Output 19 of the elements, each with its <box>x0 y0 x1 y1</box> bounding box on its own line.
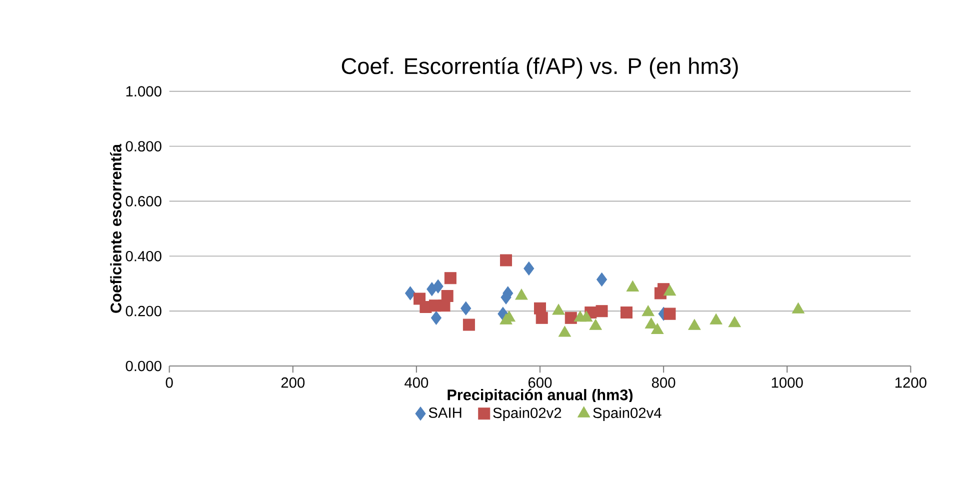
y-tick-label: 0.000 <box>126 360 162 372</box>
y-tick-label: 0.200 <box>126 306 162 316</box>
y-tick-label: 0.400 <box>126 250 162 262</box>
legend-label: Spain02v2 <box>493 407 562 421</box>
chart-title: Coef. Escorrentía (f/AP) vs. P (en hm3) <box>342 57 738 79</box>
x-tick-label: 600 <box>528 377 552 388</box>
x-tick-label: 200 <box>281 377 305 388</box>
y-tick-label: 0.600 <box>126 196 162 206</box>
x-tick-label: 1200 <box>895 377 926 388</box>
x-axis-title: Precipitación anual (hm3) <box>448 388 633 404</box>
y-axis-title: Coeficiente escorrentía <box>110 144 122 313</box>
x-tick-label: 1000 <box>772 377 803 388</box>
legend-label: SAIH <box>428 408 462 418</box>
x-tick-label: 0 <box>166 377 173 388</box>
y-tick-label: 0.800 <box>126 141 162 152</box>
x-tick-label: 800 <box>652 377 676 388</box>
legend-label: Spain02v4 <box>593 407 662 421</box>
y-tick-label: 1.000 <box>126 86 162 97</box>
x-tick-label: 400 <box>404 377 428 388</box>
